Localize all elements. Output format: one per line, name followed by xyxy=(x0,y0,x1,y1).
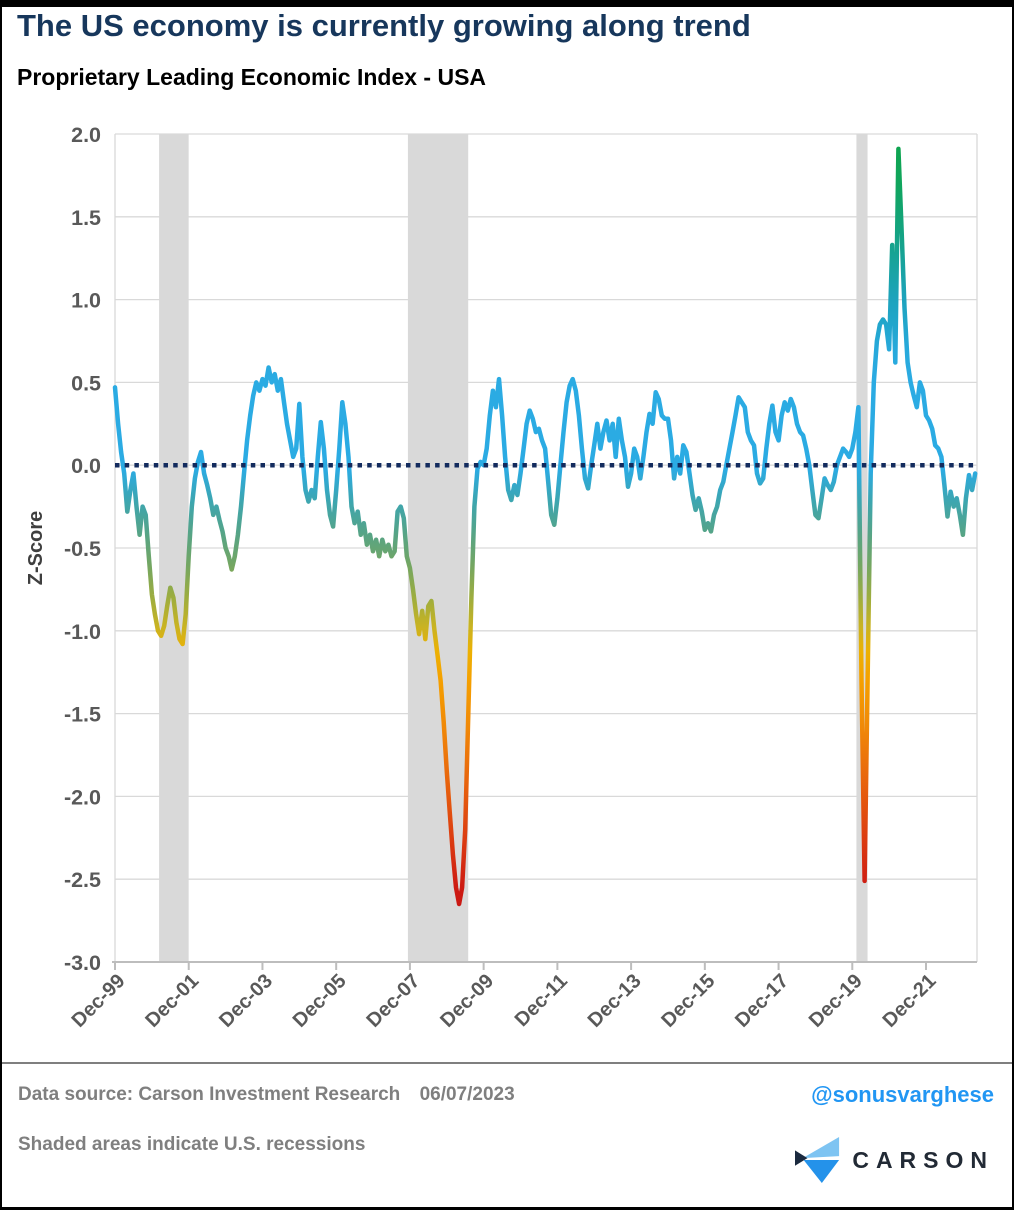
x-tick-label: Dec-19 xyxy=(805,970,867,1032)
recession-note: Shaded areas indicate U.S. recessions xyxy=(18,1134,366,1155)
carson-wordmark: CARSON xyxy=(852,1146,994,1173)
x-tick-label: Dec-11 xyxy=(511,970,572,1031)
x-tick-label: Dec-05 xyxy=(289,970,351,1032)
x-tick-label: Dec-99 xyxy=(68,970,130,1032)
y-tick-label: -2.5 xyxy=(64,868,101,892)
x-tick-label: Dec-21 xyxy=(879,970,941,1032)
x-tick-label: Dec-03 xyxy=(215,970,277,1032)
carson-logo: CARSON xyxy=(795,1136,994,1184)
y-tick-label: -0.5 xyxy=(64,537,101,561)
y-tick-label: 1.0 xyxy=(71,289,101,313)
data-source-label: Data source: xyxy=(18,1084,134,1105)
y-tick-label: -1.5 xyxy=(64,703,101,727)
y-tick-label: -3.0 xyxy=(64,951,101,975)
y-tick-label: 2.0 xyxy=(71,123,101,147)
y-tick-label: -1.0 xyxy=(64,620,101,644)
page-title: The US economy is currently growing alon… xyxy=(17,8,751,43)
y-axis-title: Z-Score xyxy=(25,511,47,585)
x-tick-label: Dec-13 xyxy=(584,970,646,1032)
carson-logo-icon xyxy=(795,1137,840,1183)
data-source-value: Carson Investment Research xyxy=(138,1084,401,1105)
twitter-handle[interactable]: @sonusvarghese xyxy=(811,1082,994,1107)
x-tick-label: Dec-09 xyxy=(436,970,498,1032)
x-tick-label: Dec-15 xyxy=(657,970,719,1032)
data-source: Data source: Carson Investment Research … xyxy=(18,1084,515,1106)
y-tick-label: 1.5 xyxy=(71,206,101,230)
lei-line-chart: 2.01.51.00.50.0-0.5-1.0-1.5-2.0-2.5-3.0D… xyxy=(25,123,978,1032)
y-tick-label: -2.0 xyxy=(64,785,101,809)
x-tick-label: Dec-07 xyxy=(362,970,424,1032)
x-tick-label: Dec-01 xyxy=(141,970,203,1032)
y-tick-label: 0.0 xyxy=(71,454,101,478)
x-tick-label: Dec-17 xyxy=(731,970,793,1032)
y-tick-label: 0.5 xyxy=(71,371,101,395)
footer-divider xyxy=(0,1062,1014,1064)
chart-title: Proprietary Leading Economic Index - USA xyxy=(17,64,487,90)
lei-series-line xyxy=(112,146,978,907)
data-source-date: 06/07/2023 xyxy=(419,1084,515,1105)
